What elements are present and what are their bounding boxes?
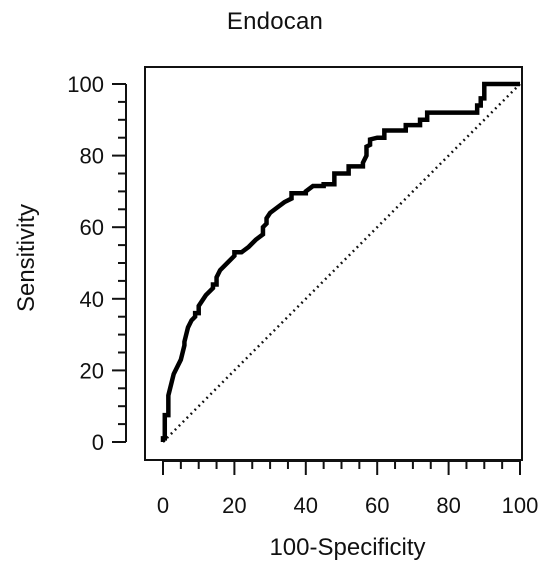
reference-line	[162, 83, 521, 443]
y-tick-label: 20	[80, 358, 104, 383]
x-tick-label: 80	[436, 493, 460, 518]
y-tick-label: 100	[67, 72, 104, 97]
plot-frame	[144, 66, 523, 461]
y-tick-label: 40	[80, 287, 104, 312]
y-tick-label: 0	[92, 430, 104, 455]
y-tick-labels: 0 20 40 60 80 100	[67, 72, 104, 455]
x-tick-label: 20	[222, 493, 246, 518]
y-axis-label: Sensitivity	[13, 203, 40, 313]
y-tick-label: 80	[80, 144, 104, 169]
y-ticks	[112, 83, 126, 443]
x-tick-label: 60	[365, 493, 389, 518]
chart-title: Endocan	[226, 8, 324, 35]
x-tick-label: 0	[157, 493, 169, 518]
x-axis-label: 100-Specificity	[269, 534, 426, 561]
roc-curve	[160, 81, 520, 442]
x-tick-labels: 0 20 40 60 80 100	[157, 493, 538, 518]
x-tick-label: 100	[502, 493, 539, 518]
x-tick-label: 40	[294, 493, 318, 518]
x-ticks	[162, 461, 521, 475]
y-tick-label: 60	[80, 215, 104, 240]
